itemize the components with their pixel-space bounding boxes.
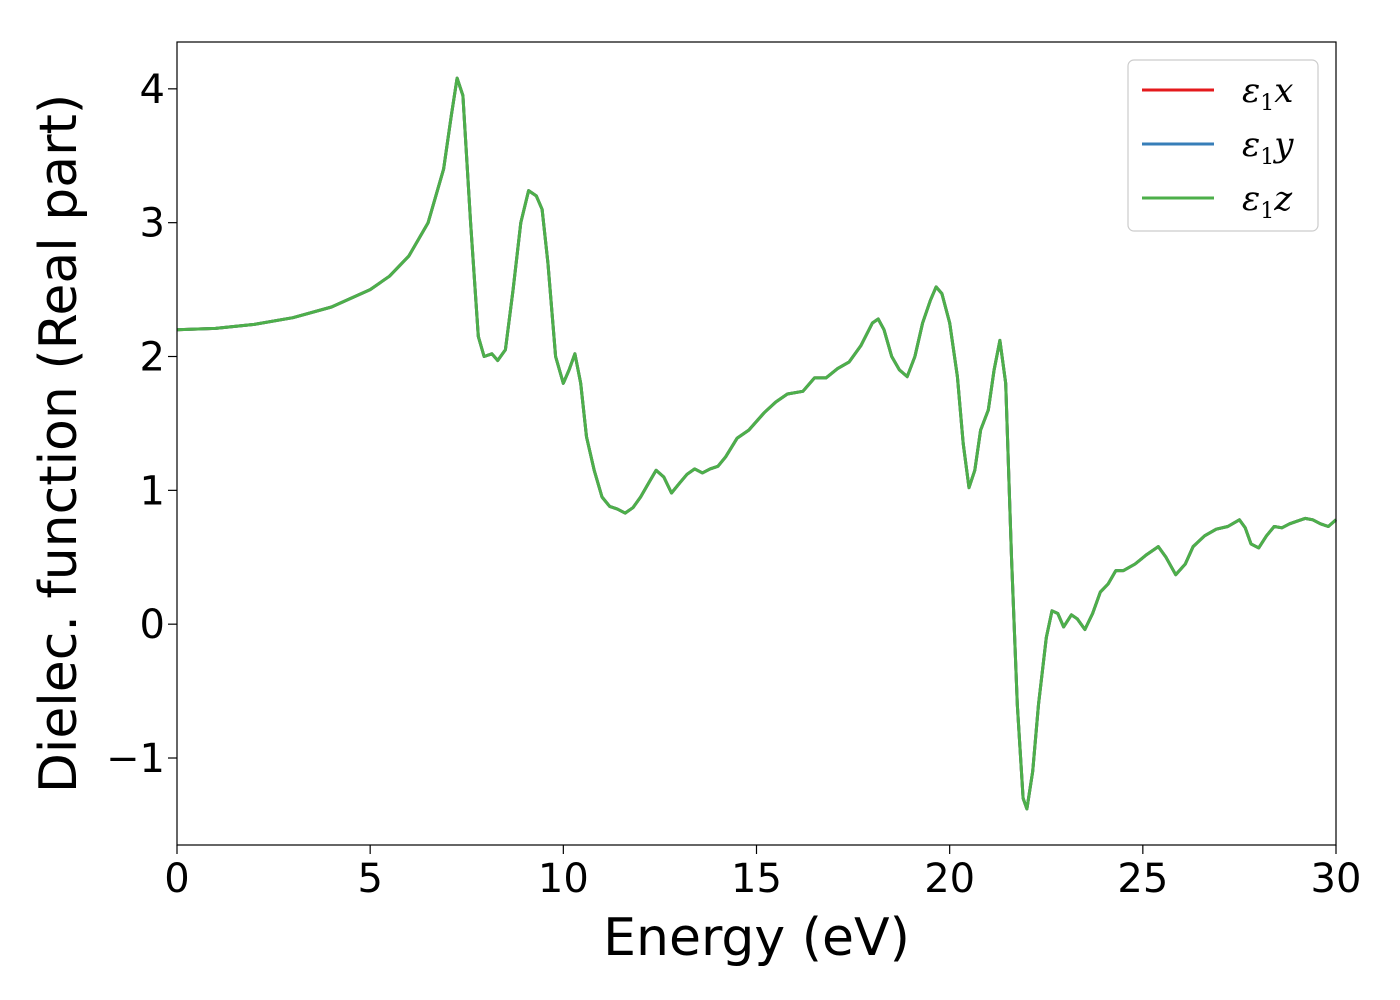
legend-box <box>1127 59 1319 232</box>
x-tick-label: 10 <box>538 856 589 902</box>
legend-subscript: 1 <box>1260 199 1274 224</box>
legend-subscript: 1 <box>1260 145 1274 170</box>
legend-label: ε1z <box>1242 179 1293 224</box>
series-line-3 <box>176 76 1337 811</box>
y-tick-label: 2 <box>140 335 165 381</box>
x-tick-label: 0 <box>164 856 189 902</box>
legend-symbol: ε <box>1242 71 1260 111</box>
legend-variable: z <box>1273 179 1293 219</box>
legend-subscript: 1 <box>1260 91 1274 116</box>
y-tick-label: 1 <box>140 468 165 514</box>
legend-label: ε1x <box>1242 71 1293 116</box>
legend-symbol: ε <box>1242 179 1260 219</box>
legend-variable: y <box>1272 125 1294 165</box>
y-axis-label: Dielec. function (Real part) <box>29 94 89 793</box>
y-tick-label: 4 <box>140 67 165 113</box>
x-axis-label: Energy (eV) <box>603 908 910 968</box>
plot-lines <box>176 76 1337 811</box>
y-tick-label: 0 <box>140 602 165 648</box>
y-axis-ticks: −1 0 1 2 3 4 <box>106 67 177 782</box>
x-tick-label: 25 <box>1117 856 1168 902</box>
x-tick-label: 15 <box>731 856 782 902</box>
x-tick-label: 20 <box>924 856 975 902</box>
x-tick-label: 30 <box>1311 856 1362 902</box>
legend-label: ε1y <box>1242 125 1294 170</box>
x-axis-ticks: 0 5 10 15 20 25 30 <box>164 845 1361 902</box>
x-tick-label: 5 <box>357 856 382 902</box>
y-tick-label: −1 <box>106 736 165 782</box>
y-tick-label: 3 <box>140 201 165 247</box>
legend-symbol: ε <box>1242 125 1260 165</box>
legend-variable: x <box>1274 71 1293 111</box>
